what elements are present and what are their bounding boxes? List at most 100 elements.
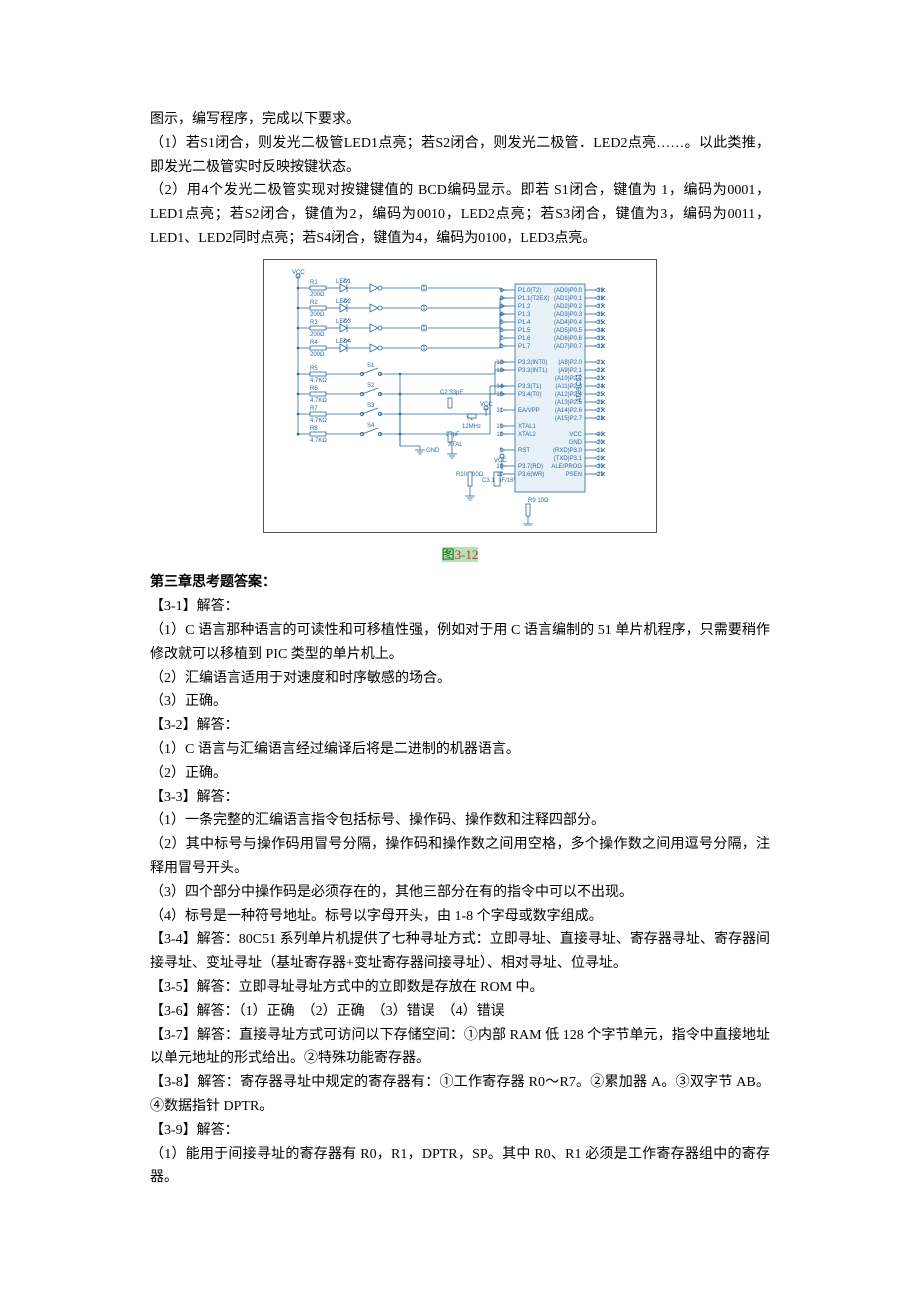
svg-text:LED4: LED4 (336, 339, 352, 345)
svg-text:XTAL2: XTAL2 (518, 432, 537, 438)
intro-line-1: 图示，编写程序，完成以下要求。 (150, 108, 770, 132)
svg-text:1: 1 (422, 306, 426, 312)
svg-text:200Ω: 200Ω (310, 332, 325, 338)
svg-text:1: 1 (422, 346, 426, 352)
svg-text:23: 23 (597, 376, 604, 382)
answer-1-line-1: （1）C 语言那种语言的可读性和可移植性强，例如对于用 C 语言编制的 51 单… (150, 619, 770, 667)
svg-text:LED1: LED1 (336, 279, 352, 285)
svg-text:VCC: VCC (480, 402, 493, 408)
svg-text:XTAL1: XTAL1 (518, 424, 537, 430)
svg-text:S1: S1 (367, 363, 375, 369)
svg-text:R5: R5 (310, 366, 318, 372)
svg-text:27: 27 (597, 408, 604, 414)
svg-text:P3.6(WR): P3.6(WR) (518, 472, 544, 478)
svg-text:30: 30 (597, 464, 604, 470)
svg-text:(AD7)P0.7: (AD7)P0.7 (554, 344, 583, 350)
answer-9-head: 【3-9】解答： (150, 1119, 770, 1143)
svg-text:36: 36 (597, 312, 604, 318)
svg-text:(RXD)P3.0: (RXD)P3.0 (553, 448, 583, 454)
svg-text:26: 26 (597, 400, 604, 406)
svg-text:200Ω: 200Ω (310, 292, 325, 298)
svg-text:R2: R2 (310, 300, 318, 306)
svg-text:(A13)P2.5: (A13)P2.5 (555, 400, 583, 406)
svg-text:4.7KΩ: 4.7KΩ (310, 438, 327, 444)
svg-text:GND: GND (569, 440, 583, 446)
answer-1-line-2: （2）汇编语言适用于对速度和时序敏感的场合。 (150, 667, 770, 691)
answer-2-line-2: （2）正确。 (150, 762, 770, 786)
svg-text:(AD4)P0.4: (AD4)P0.4 (554, 320, 583, 326)
svg-text:35: 35 (597, 320, 604, 326)
answer-9-line-1: （1）能用于间接寻址的寄存器有 R0，R1，DPTR，SP。其中 R0、R1 必… (150, 1143, 770, 1191)
svg-text:(A15)P2.7: (A15)P2.7 (555, 416, 583, 422)
answer-3-line-2: （2）其中标号与操作码用冒号分隔，操作码和操作数之间用空格，多个操作数之间用逗号… (150, 833, 770, 881)
schematic-svg: VCCR1200ΩLED11R2200ΩLED21R3200ΩLED31R420… (270, 266, 650, 526)
svg-text:P1.7: P1.7 (518, 344, 531, 350)
answer-1-line-3: （3）正确。 (150, 690, 770, 714)
svg-text:P3.4(T0): P3.4(T0) (518, 392, 541, 398)
svg-text:ALE/PROG: ALE/PROG (551, 464, 582, 470)
figure-3-12-wrap: VCCR1200ΩLED11R2200ΩLED21R3200ΩLED31R420… (150, 259, 770, 568)
answer-3-head: 【3-3】解答： (150, 786, 770, 810)
svg-text:S2: S2 (367, 383, 375, 389)
svg-text:24: 24 (597, 384, 604, 390)
svg-text:P1.1(T2EX): P1.1(T2EX) (518, 296, 549, 302)
svg-text:GND: GND (426, 448, 440, 454)
svg-text:P3.7(RD): P3.7(RD) (518, 464, 543, 470)
svg-text:(A9)P2.1: (A9)P2.1 (558, 368, 582, 374)
svg-text:R1: R1 (310, 280, 318, 286)
chapter-3-answers-heading: 第三章思考题答案： (150, 571, 770, 595)
svg-text:R3: R3 (310, 320, 318, 326)
svg-text:(AD2)P0.2: (AD2)P0.2 (554, 304, 583, 310)
svg-text:25: 25 (597, 392, 604, 398)
svg-text:P3.3(T1): P3.3(T1) (518, 384, 541, 390)
svg-text:(AD1)P0.1: (AD1)P0.1 (554, 296, 583, 302)
svg-text:10: 10 (597, 456, 604, 462)
figure-caption: 图3-12 (442, 544, 479, 566)
svg-text:1: 1 (422, 286, 426, 292)
svg-text:P1.5: P1.5 (518, 328, 531, 334)
svg-text:EA/VPP: EA/VPP (518, 408, 540, 414)
svg-text:(AD0)P0.0: (AD0)P0.0 (554, 288, 583, 294)
svg-text:XTAL: XTAL (448, 442, 463, 448)
svg-text:P1.6: P1.6 (518, 336, 531, 342)
svg-text:S3: S3 (367, 403, 375, 409)
svg-text:(A11)P2.3: (A11)P2.3 (555, 384, 582, 390)
answers-list: 【3-1】解答：（1）C 语言那种语言的可读性和可移植性强，例如对于用 C 语言… (150, 595, 770, 1190)
svg-text:R6: R6 (310, 386, 318, 392)
svg-text:PSEN: PSEN (566, 472, 582, 478)
figure-3-12: VCCR1200ΩLED11R2200ΩLED21R3200ΩLED31R420… (263, 259, 657, 533)
svg-text:39: 39 (597, 288, 604, 294)
svg-text:P3.3(INT1): P3.3(INT1) (518, 368, 547, 374)
svg-text:(A14)P2.6: (A14)P2.6 (555, 408, 583, 414)
svg-text:VCC: VCC (292, 270, 305, 276)
svg-text:P1.4: P1.4 (518, 320, 531, 326)
intro-req-1: （1）若S1闭合，则发光二极管LED1点亮；若S2闭合，则发光二极管．LED2点… (150, 132, 770, 180)
svg-text:11: 11 (597, 448, 604, 454)
svg-text:RST: RST (518, 448, 530, 454)
svg-text:(A8)P2.0: (A8)P2.0 (558, 360, 582, 366)
svg-text:40: 40 (597, 432, 604, 438)
answer-4: 【3-4】解答：80C51 系列单片机提供了七种寻址方式：立即寻址、直接寻址、寄… (150, 928, 770, 976)
svg-text:P3.2(INT0): P3.2(INT0) (518, 360, 547, 366)
svg-text:(AD5)P0.5: (AD5)P0.5 (554, 328, 583, 334)
svg-text:(A12)P2.4: (A12)P2.4 (555, 392, 583, 398)
svg-text:(TXD)P3.1: (TXD)P3.1 (554, 456, 583, 462)
svg-text:4.7KΩ: 4.7KΩ (310, 378, 327, 384)
caption-part-b: 3-12 (455, 547, 479, 562)
answer-2-line-1: （1）C 语言与汇编语言经过编译后将是二进制的机器语言。 (150, 738, 770, 762)
answer-1-head: 【3-1】解答： (150, 595, 770, 619)
svg-text:20: 20 (597, 440, 604, 446)
svg-text:37: 37 (597, 304, 604, 310)
svg-text:P1.0(T2): P1.0(T2) (518, 288, 541, 294)
svg-text:P1.3: P1.3 (518, 312, 531, 318)
svg-text:4.7KΩ: 4.7KΩ (310, 418, 327, 424)
answer-7: 【3-7】解答：直接寻址方式可访问以下存储空间：①内部 RAM 低 128 个字… (150, 1024, 770, 1072)
svg-text:12MHz: 12MHz (462, 424, 481, 430)
svg-text:21: 21 (597, 360, 604, 366)
svg-text:S4: S4 (367, 423, 375, 429)
svg-text:32: 32 (597, 344, 604, 350)
answer-2-head: 【3-2】解答： (150, 714, 770, 738)
svg-text:LED2: LED2 (336, 299, 352, 305)
svg-text:29: 29 (597, 472, 604, 478)
svg-text:VCC: VCC (569, 432, 582, 438)
